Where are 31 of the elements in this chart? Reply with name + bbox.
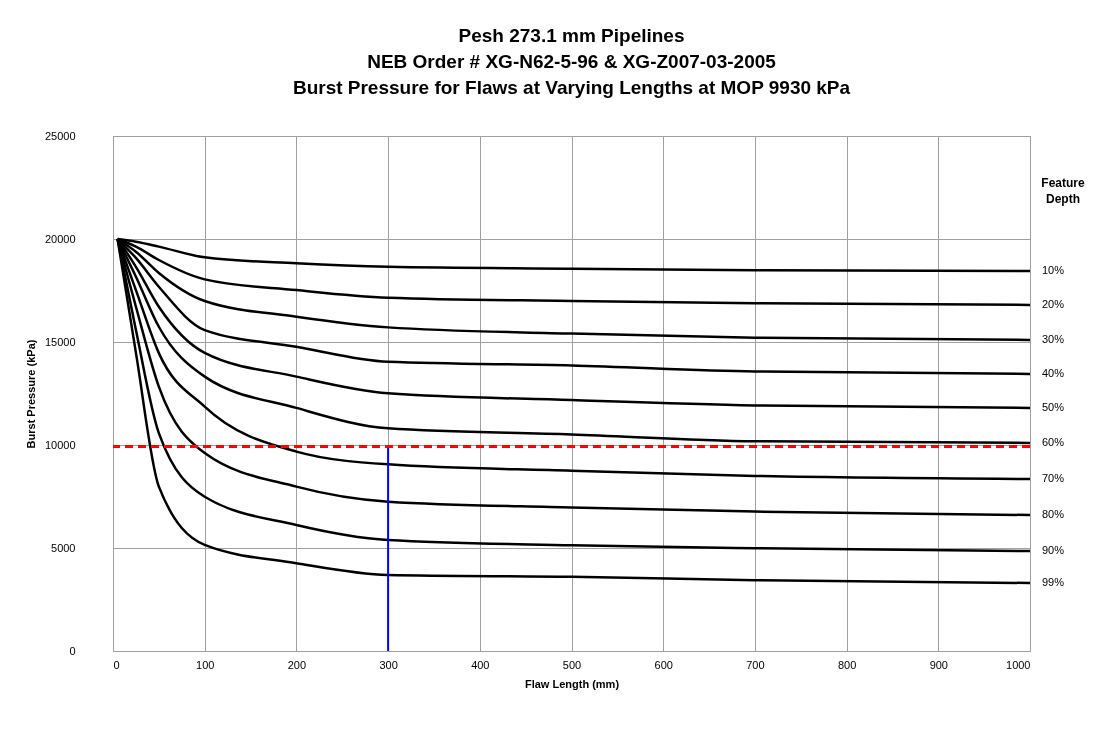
x-tick-label: 1000 xyxy=(1006,658,1031,671)
series-label: 99% xyxy=(1042,576,1065,589)
series-label: 30% xyxy=(1042,332,1065,345)
series-label: 50% xyxy=(1042,400,1065,413)
series-label: 60% xyxy=(1042,435,1065,448)
series-label: 10% xyxy=(1042,263,1065,276)
x-tick-label: 900 xyxy=(929,658,948,671)
x-tick-label: 0 xyxy=(113,658,120,671)
series-label: 80% xyxy=(1042,508,1065,521)
x-tick-label: 800 xyxy=(837,658,857,671)
x-tick-label: 600 xyxy=(654,658,673,671)
y-tick-label: 25000 xyxy=(44,129,76,142)
x-axis-title: Flaw Length (mm) xyxy=(524,677,620,690)
y-axis-title: Burst Pressure (kPa) xyxy=(24,339,37,449)
series-label: 90% xyxy=(1042,544,1065,557)
x-tick-label: 500 xyxy=(562,658,582,671)
series-label: 70% xyxy=(1042,471,1065,484)
x-tick-label: 300 xyxy=(379,658,398,671)
series-label: 40% xyxy=(1042,366,1065,379)
y-tick-label: 0 xyxy=(69,644,76,657)
x-tick-label: 100 xyxy=(196,658,215,671)
y-tick-label: 5000 xyxy=(51,541,76,554)
y-tick-label: 15000 xyxy=(44,335,76,348)
x-tick-label: 200 xyxy=(287,658,307,671)
x-tick-label: 400 xyxy=(471,658,490,671)
series-label: 20% xyxy=(1042,297,1065,310)
chart-title: Pesh 273.1 mm Pipelines NEB Order # XG-N62-5-96 & XG-Z007-03-2005 Burst Pressure for Flaws at Varying Lengths at MOP 9930 kPa xyxy=(292,25,851,98)
x-tick-label: 700 xyxy=(746,658,765,671)
y-tick-label: 10000 xyxy=(44,438,76,451)
y-tick-label: 20000 xyxy=(44,232,76,245)
legend-title: Feature Depth xyxy=(1041,176,1085,206)
